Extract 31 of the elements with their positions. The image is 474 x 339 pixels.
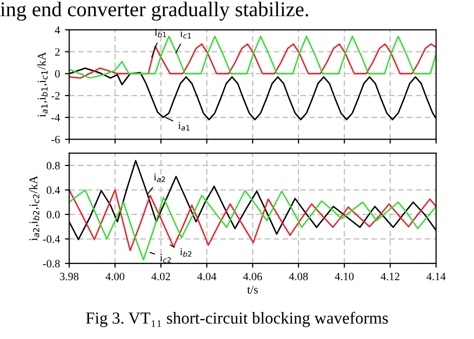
annotation: i$_{b1}$ (154, 28, 166, 38)
y-tick-label: -0.8 (43, 260, 60, 268)
x-tick-label: 4.06 (243, 272, 262, 280)
y-tick-label: 4 (54, 26, 60, 34)
y-tick-label: 0 (55, 70, 60, 78)
text: ing end converter gradually stabilize. (0, 2, 308, 21)
caption: Fig 3. VT₁₁ short-circuit blocking waveforms (86, 312, 388, 328)
x-tick-label: 4.12 (380, 272, 400, 280)
x-tick-label: 4.08 (288, 272, 308, 280)
y-axis-title: i$_{a2}$,i$_{b2}$,i$_{c2}$/kA (29, 176, 40, 241)
y-tick-label: 0.0 (46, 210, 60, 218)
y-tick-label: 0.8 (46, 162, 60, 170)
x-tick-label: 3.98 (60, 272, 79, 280)
annotation: i$_{c2}$ (160, 254, 171, 263)
y-tick-label: -6 (51, 136, 60, 144)
annotation: i$_{c1}$ (180, 30, 191, 38)
x-tick-label: 4.00 (106, 272, 124, 280)
x-tick-label: 4.14 (426, 272, 446, 280)
x-tick-label: 4.04 (197, 272, 216, 280)
y-axis-title: i$_{a1}$,i$_{b1}$,i$_{c1}$/kA (37, 52, 48, 118)
x-tick-label: 4.10 (334, 272, 354, 280)
annotation: i$_{b2}$ (180, 248, 192, 257)
x-axis-title: t/s (247, 286, 258, 294)
y-tick-label: -2 (51, 92, 60, 100)
y-tick-label: 0.4 (46, 186, 60, 194)
y-tick-label: 2 (55, 48, 60, 56)
y-tick-label: -4 (51, 114, 60, 122)
x-tick-label: 4.02 (151, 272, 170, 280)
annotation: i$_{a1}$ (178, 122, 190, 131)
y-tick-label: -0.4 (43, 235, 60, 243)
annotation: i$_{a2}$ (154, 173, 166, 182)
